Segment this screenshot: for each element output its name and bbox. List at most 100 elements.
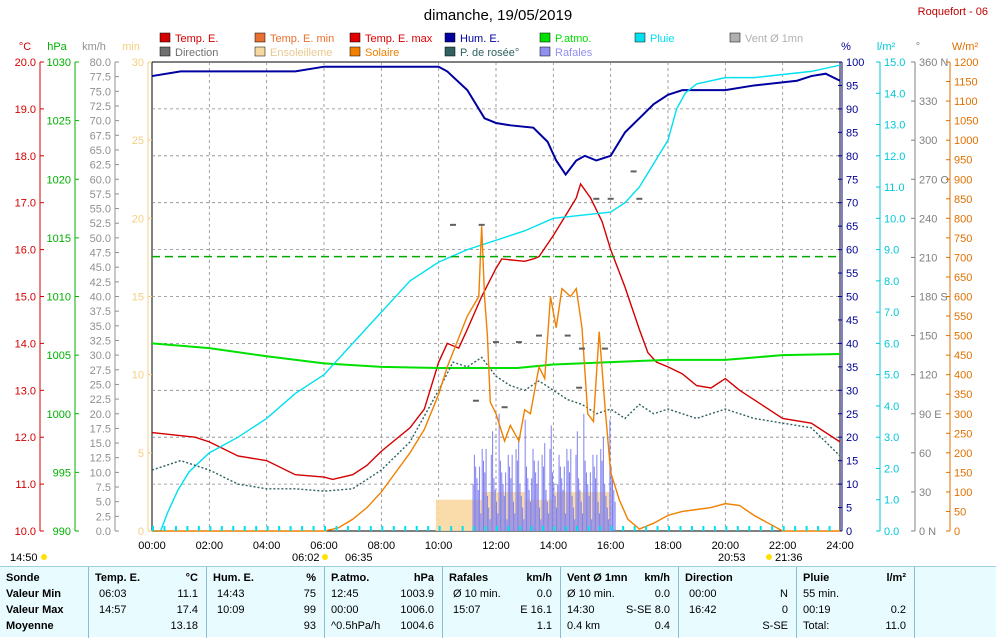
axis-title-sunshine_min: min (122, 41, 140, 53)
rain-tick (794, 526, 797, 531)
axis-tick-pressure_hpa: 1030 (47, 57, 71, 69)
rain-tick (576, 526, 579, 531)
rafales-max-time: 15:07 (453, 604, 481, 616)
axis-tick-wind_kmh: 45.0 (90, 262, 111, 274)
axis-tick-direction_deg: 270 O (919, 174, 949, 186)
axis-tick-temp_c: 19.0 (15, 104, 36, 116)
axis-tick-rain_mm: 5.0 (884, 370, 899, 382)
legend-label: Pluie (650, 33, 674, 45)
table-col-pluie: Pluie l/m² 55 min. 00:19 0.2 Total: 11.0 (796, 567, 914, 638)
rain-tick (782, 526, 785, 531)
axis-tick-wind_kmh: 80.0 (90, 57, 111, 69)
axis-tick-solar_wm2: 150 (954, 467, 972, 479)
legend-label: Temp. E. max (365, 33, 433, 45)
table-col-rafales: Rafales km/h Ø 10 min. 0.0 15:07 E 16.1 … (442, 567, 560, 638)
summary-table: Sonde Valeur Min Valeur Max Moyenne Temp… (0, 566, 996, 638)
axis-tick-direction_deg: 180 S (919, 292, 948, 304)
axis-tick-rain_mm: 11.0 (884, 182, 905, 194)
rain-tick (152, 526, 154, 531)
axis-tick-temp_c: 17.0 (15, 198, 36, 210)
legend-label: Ensoleilleme (270, 47, 332, 59)
rain-tick (690, 526, 693, 531)
rain-tick (553, 526, 556, 531)
hum-mean-value: 93 (303, 620, 316, 632)
header-pluie: Pluie (803, 572, 830, 584)
axis-tick-wind_kmh: 57.5 (90, 189, 111, 201)
patmo-max-time: 00:00 (331, 604, 359, 616)
rain-tick (404, 526, 407, 531)
legend-swatch (539, 46, 551, 57)
axis-tick-humidity_pct: 75 (846, 174, 858, 186)
table-col-sonde: Sonde Valeur Min Valeur Max Moyenne (0, 567, 88, 638)
axis-tick-rain_mm: 7.0 (884, 307, 899, 319)
marker-sunset: 20:53 (718, 552, 746, 564)
axis-tick-solar_wm2: 1200 (954, 57, 978, 69)
rafales-min-value: 0.0 (536, 588, 552, 600)
axis-tick-wind_kmh: 47.5 (90, 248, 111, 260)
rafales-mean-value: 1.1 (536, 620, 552, 632)
direction-mean-value: S-SE (762, 620, 788, 632)
axis-tick-humidity_pct: 25 (846, 409, 858, 421)
pluie-duration: 55 min. (803, 588, 840, 600)
axis-tick-wind_kmh: 60.0 (90, 174, 111, 186)
series-line (151, 342, 841, 370)
axis-tick-solar_wm2: 1000 (954, 135, 978, 147)
axis-tick-direction_deg: 30 (919, 487, 931, 499)
axis-tick-pressure_hpa: 1010 (47, 292, 71, 304)
rain-tick (450, 526, 453, 531)
axis-tick-solar_wm2: 1050 (954, 116, 978, 128)
rain-tick (415, 526, 418, 531)
header-vent-unit: km/h (644, 572, 670, 584)
rain-tick (541, 526, 544, 531)
rain-tick (713, 526, 716, 531)
table-col-temp: Temp. E. °C 06:03 11.1 14:57 17.4 13.18 (88, 567, 206, 638)
rafales-max-value: E 16.1 (520, 604, 552, 616)
rain-tick (518, 526, 521, 531)
axis-tick-humidity_pct: 65 (846, 221, 858, 233)
x-tick-label: 14:00 (540, 540, 568, 552)
x-tick-label: 24:00 (826, 540, 854, 552)
header-temp-unit: °C (185, 572, 198, 584)
rain-tick (587, 526, 590, 531)
vent-max-time: 14:30 (567, 604, 595, 616)
series-line (152, 226, 840, 532)
rain-tick (645, 526, 648, 531)
axis-tick-temp_c: 20.0 (15, 57, 36, 69)
rain-tick (473, 526, 476, 531)
rafales-min-label: Ø 10 min. (453, 588, 501, 600)
axis-tick-wind_kmh: 7.5 (96, 482, 111, 494)
axis-tick-humidity_pct: 50 (846, 292, 858, 304)
axis-tick-sunshine_min: 5 (138, 448, 144, 460)
axis-title-rain_mm: l/m² (877, 41, 896, 53)
axis-tick-wind_kmh: 17.5 (90, 423, 111, 435)
legend-swatch (539, 32, 551, 43)
series-line (151, 356, 841, 492)
x-tick-label: 08:00 (368, 540, 396, 552)
rain-tick (381, 526, 384, 531)
moon-icon (41, 554, 47, 560)
table-col-patmo: P.atmo. hPa 12:45 1003.9 00:00 1006.0 ^0… (324, 567, 442, 638)
rain-tick (346, 526, 349, 531)
vent-min-value: 0.0 (654, 588, 670, 600)
row-label-min: Valeur Min (6, 588, 62, 600)
axis-tick-solar_wm2: 350 (954, 389, 972, 401)
axis-title-solar_wm2: W/m² (952, 41, 979, 53)
legend-label: Temp. E. min (270, 33, 334, 45)
rain-tick (484, 526, 487, 531)
rain-tick (438, 526, 441, 531)
axis-tick-temp_c: 16.0 (15, 245, 36, 257)
x-tick-label: 04:00 (253, 540, 281, 552)
rain-tick (174, 526, 177, 531)
temp-max-time: 14:57 (99, 604, 127, 616)
rain-tick (266, 526, 269, 531)
rain-tick (656, 526, 659, 531)
rain-tick (507, 526, 510, 531)
axis-tick-pressure_hpa: 1000 (47, 409, 71, 421)
axis-tick-solar_wm2: 50 (954, 506, 966, 518)
temp-min-time: 06:03 (99, 588, 127, 600)
axis-tick-humidity_pct: 90 (846, 104, 858, 116)
chart-title: dimanche, 19/05/2019 (424, 7, 572, 24)
axis-tick-humidity_pct: 35 (846, 362, 858, 374)
axis-tick-sunshine_min: 30 (132, 57, 144, 69)
axis-tick-direction_deg: 210 (919, 252, 937, 264)
